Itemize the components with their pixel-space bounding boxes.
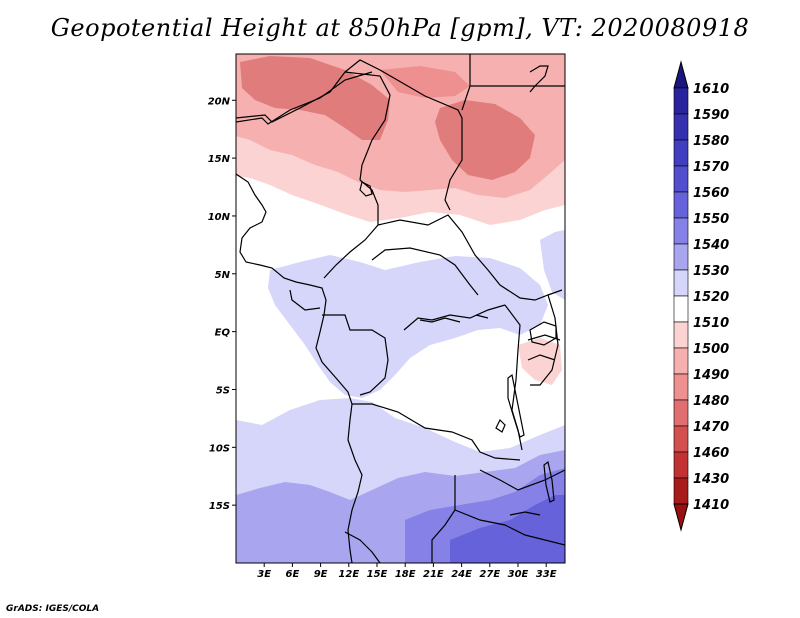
colorbar-segment (673, 451, 689, 479)
lat-tick-label: 10N (208, 212, 231, 223)
colorbar-segment (673, 347, 689, 375)
colorbar-segment (673, 191, 689, 219)
river-congo-outline (419, 314, 489, 323)
lon-tick-label: 6E (286, 569, 300, 580)
colorbar: 1610 1590 1580 1570 1560 1550 1540 1530 1520 1510… (673, 60, 729, 532)
lake-tanganyika-outline (507, 373, 525, 438)
coastline-west (236, 71, 373, 563)
lat-tick-label: 10S (209, 443, 230, 454)
colorbar-label: 1590 (693, 108, 729, 123)
lat-tick-label: 5N (215, 270, 231, 281)
colorbar-label: 1580 (693, 134, 729, 149)
field-pink-dark-region-east (435, 100, 535, 180)
lon-tick-label: 30E (508, 569, 529, 580)
grads-credit: GrADS: IGES/COLA (6, 604, 100, 614)
colorbar-label: 1610 (693, 82, 729, 97)
map-title: Geopotential Height at 850hPa [gpm], VT:… (50, 14, 750, 42)
field-pink-dark-region-west (240, 56, 390, 140)
lake-malawi-outline (543, 460, 555, 503)
border-south (344, 403, 565, 563)
colorbar-label: 1540 (693, 238, 729, 253)
lon-tick-label: 33E (536, 569, 557, 580)
colorbar-label: 1410 (693, 498, 729, 513)
colorbar-bottom-arrow (673, 503, 689, 532)
field-pink-east-patch (518, 338, 562, 385)
colorbar-label: 1470 (693, 420, 729, 435)
lon-tick-label: 9E (314, 569, 328, 580)
border-central (289, 179, 563, 451)
country-borders (236, 54, 565, 563)
colorbar-segment (673, 477, 689, 505)
lake-chad-outline (359, 181, 373, 197)
lon-tick-label: 21E (423, 569, 444, 580)
colorbar-segment (673, 139, 689, 167)
height-field (236, 54, 565, 563)
colorbar-segment (673, 217, 689, 245)
colorbar-top-arrow (673, 60, 689, 89)
colorbar-label: 1510 (693, 316, 729, 331)
lon-tick-label: 15E (367, 569, 388, 580)
lat-tick-label: EQ (215, 328, 231, 339)
lake-volta-outline (529, 65, 549, 93)
colorbar-label: 1490 (693, 368, 729, 383)
border-sahel (236, 54, 565, 211)
lake-victoria-outline (529, 321, 557, 346)
latitude-axis: 20N 15N 10N 5N EQ 5S 10S 15S (208, 96, 236, 512)
lon-tick-label: 3E (257, 569, 271, 580)
colorbar-segment (673, 113, 689, 141)
lat-tick-label: 20N (208, 96, 231, 107)
colorbar-segment (673, 165, 689, 193)
lake-mweru-outline (495, 418, 506, 433)
colorbar-label: 1480 (693, 394, 729, 409)
longitude-axis: 3E 6E 9E 12E 15E 18E 21E 24E 27E 30E 33E (257, 563, 557, 580)
colorbar-segment (673, 295, 689, 323)
colorbar-label: 1500 (693, 342, 729, 357)
colorbar-segment (673, 425, 689, 453)
map-frame (235, 53, 566, 564)
colorbar-segment (673, 373, 689, 401)
colorbar-segment (673, 243, 689, 271)
colorbar-segment (673, 399, 689, 427)
lat-tick-label: 5S (216, 385, 230, 396)
lake-kariba-outline (509, 511, 541, 516)
lon-tick-label: 18E (395, 569, 416, 580)
colorbar-segment (673, 321, 689, 349)
colorbar-label: 1520 (693, 290, 729, 305)
lat-tick-label: 15N (208, 154, 231, 165)
colorbar-label: 1560 (693, 186, 729, 201)
colorbar-segment (673, 87, 689, 115)
field-pink-dark-region-north (380, 66, 470, 98)
field-blue-darker-southeast-core (450, 495, 565, 563)
lat-tick-label: 15S (209, 501, 230, 512)
colorbar-label: 1550 (693, 212, 729, 227)
colorbar-label: 1430 (693, 472, 729, 487)
colorbar-label: 1460 (693, 446, 729, 461)
lon-tick-label: 27E (479, 569, 500, 580)
colorbar-segment (673, 269, 689, 297)
field-blue-light-east-patch (540, 230, 565, 300)
colorbar-label: 1530 (693, 264, 729, 279)
lon-tick-label: 24E (451, 569, 472, 580)
lon-tick-label: 12E (338, 569, 359, 580)
colorbar-label: 1570 (693, 160, 729, 175)
